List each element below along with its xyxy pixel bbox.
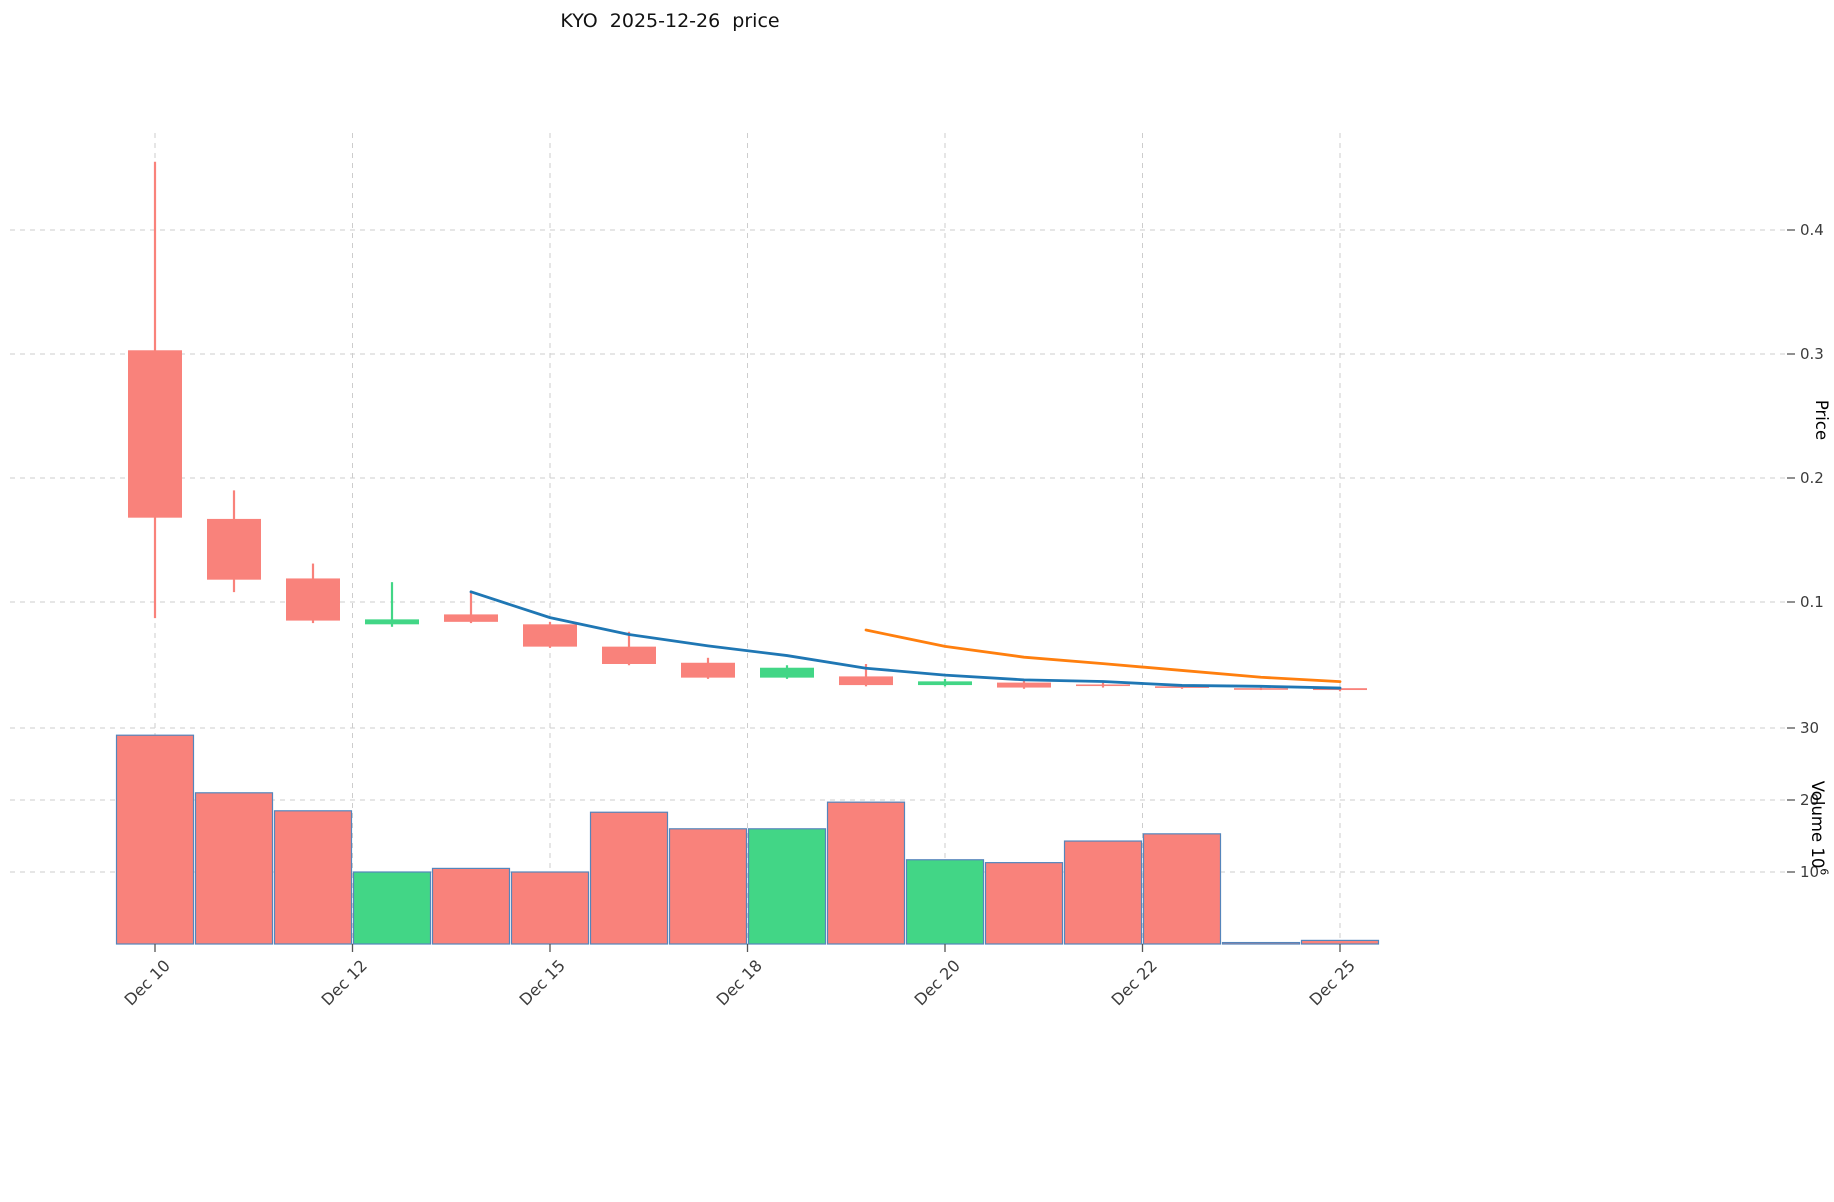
volume-bar bbox=[1063, 840, 1143, 945]
volume-axis-label: Volume 106 bbox=[1808, 781, 1831, 875]
ma10-line bbox=[864, 628, 1342, 684]
volume-bar bbox=[747, 828, 827, 945]
candle-body bbox=[444, 614, 498, 622]
candle-body bbox=[523, 624, 577, 647]
candle-body bbox=[365, 619, 419, 625]
volume-tick-label: 10 bbox=[1800, 863, 1820, 881]
price-tick-label: 0.4 bbox=[1800, 221, 1824, 239]
candle-body bbox=[207, 518, 261, 580]
candle-body bbox=[128, 350, 182, 518]
volume-bar bbox=[589, 811, 669, 945]
volume-bar bbox=[352, 871, 432, 945]
volume-bar bbox=[1221, 941, 1301, 945]
volume-bar bbox=[668, 828, 748, 945]
volume-bar bbox=[1142, 833, 1222, 945]
volume-bar bbox=[984, 862, 1064, 945]
ma5-line bbox=[469, 590, 1342, 690]
volume-axis-unit-base: 10 bbox=[1808, 847, 1827, 869]
candle-body bbox=[286, 578, 340, 621]
volume-tick-label: 20 bbox=[1800, 791, 1820, 809]
volume-bar bbox=[905, 859, 985, 945]
candle-body bbox=[918, 681, 972, 686]
price-tick-label: 0.3 bbox=[1800, 345, 1824, 363]
price-tick-label: 0.1 bbox=[1800, 593, 1824, 611]
candle-body bbox=[997, 682, 1051, 688]
volume-bar bbox=[273, 810, 353, 945]
volume-axis-label-text: Volume bbox=[1808, 780, 1827, 843]
volume-bar bbox=[431, 867, 511, 945]
candle-body bbox=[602, 646, 656, 664]
candle-body bbox=[1076, 684, 1130, 687]
price-axis-label: Price bbox=[1812, 399, 1831, 441]
candle-body bbox=[681, 662, 735, 678]
candle-body bbox=[839, 676, 893, 686]
volume-axis-unit-exponent: 6 bbox=[1817, 868, 1831, 876]
volume-bar bbox=[194, 792, 274, 945]
volume-bar bbox=[826, 801, 906, 945]
candle-body bbox=[760, 667, 814, 678]
volume-bar bbox=[115, 734, 195, 945]
chart-title: KYO 2025-12-26 price bbox=[560, 10, 780, 32]
volume-bar bbox=[510, 871, 590, 945]
candle-body bbox=[1155, 686, 1209, 688]
volume-bar bbox=[1300, 939, 1380, 945]
price-tick-label: 0.2 bbox=[1800, 469, 1824, 487]
candle-body bbox=[1234, 688, 1288, 690]
volume-tick-label: 30 bbox=[1800, 719, 1820, 737]
